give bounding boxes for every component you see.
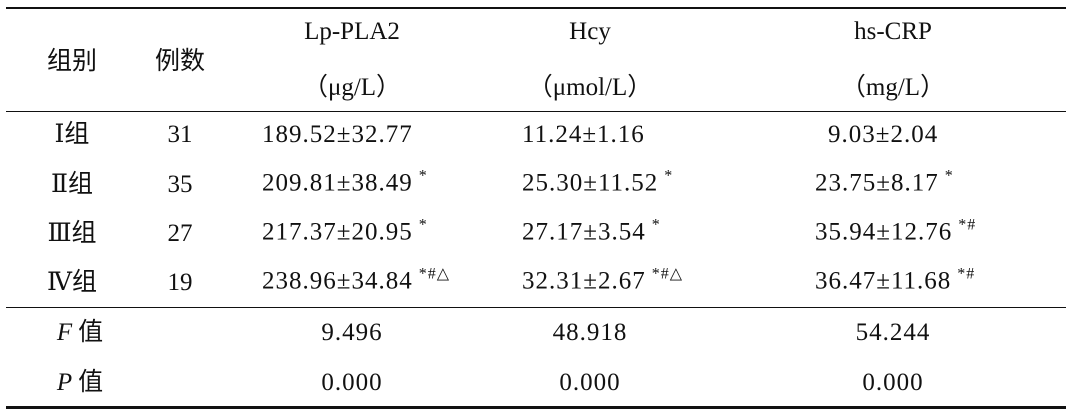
- significance-mark: *#△: [651, 265, 684, 283]
- value-cell: 9.03±2.04: [828, 120, 938, 150]
- value: 35.94±12.76: [815, 218, 953, 246]
- n-cell: 31: [167, 121, 193, 148]
- stat-value: 0.000: [862, 369, 924, 396]
- value-cell: 35.94±12.76 *#: [815, 216, 977, 251]
- stat-value: 54.244: [855, 319, 931, 346]
- value-cell: 189.52±32.77: [262, 120, 413, 150]
- stat-symbol: P: [56, 369, 73, 396]
- n-cell: 35: [167, 171, 193, 198]
- significance-mark: *#: [958, 216, 977, 234]
- body-rule: [6, 307, 1066, 308]
- significance-mark: *#△: [418, 265, 451, 283]
- stat-value: 0.000: [321, 369, 383, 396]
- value-cell: 23.75±8.17 *: [815, 167, 954, 202]
- value: 23.75±8.17: [815, 169, 939, 197]
- significance-mark: *: [418, 167, 428, 185]
- header-unit: （μmol/L）: [527, 74, 653, 101]
- value-cell: 27.17±3.54 *: [522, 216, 661, 251]
- header-unit: （mg/L）: [840, 74, 946, 101]
- value-cell: 217.37±20.95 *: [262, 216, 428, 251]
- header-unit: （μg/L）: [302, 74, 402, 101]
- header-rule: [6, 111, 1066, 112]
- group-cell: Ⅱ组: [51, 171, 93, 198]
- stat-value: 0.000: [559, 369, 621, 396]
- group-cell: Ⅲ组: [47, 220, 97, 247]
- value-cell: 11.24±1.16: [522, 120, 645, 150]
- value: 32.31±2.67: [522, 267, 646, 295]
- group-cell: Ⅳ组: [47, 269, 97, 296]
- value-cell: 25.30±11.52 *: [522, 167, 674, 202]
- n-cell: 27: [167, 220, 193, 247]
- value: 209.81±38.49: [262, 169, 413, 197]
- header-cell: 组别: [46, 48, 98, 75]
- value-cell: 209.81±38.49 *: [262, 167, 428, 202]
- significance-mark: *: [651, 216, 661, 234]
- significance-mark: *: [664, 167, 674, 185]
- significance-mark: *: [418, 216, 428, 234]
- top-rule: [6, 7, 1066, 9]
- significance-mark: *#: [957, 265, 976, 283]
- header-cell: hs-CRP: [854, 18, 932, 45]
- n-cell: 19: [167, 269, 193, 296]
- value-cell: 36.47±11.68 *#: [815, 265, 976, 300]
- stat-value: 48.918: [552, 319, 628, 346]
- header-cell: Lp-PLA2: [304, 18, 400, 45]
- value: 238.96±34.84: [262, 267, 413, 295]
- header-cell: 例数: [154, 48, 206, 75]
- stat-word: 值: [78, 319, 104, 346]
- value: 27.17±3.54: [522, 218, 646, 246]
- value: 36.47±11.68: [815, 267, 952, 295]
- value: 11.24±1.16: [522, 121, 645, 148]
- value: 9.03±2.04: [828, 121, 939, 148]
- value: 25.30±11.52: [522, 169, 659, 197]
- stat-symbol: F: [56, 319, 73, 346]
- bottom-rule: [6, 406, 1066, 409]
- value: 217.37±20.95: [262, 218, 413, 246]
- value-cell: 238.96±34.84 *#△: [262, 265, 451, 300]
- group-cell: Ⅰ组: [54, 121, 90, 148]
- stat-word: 值: [78, 369, 104, 396]
- significance-mark: *: [944, 167, 954, 185]
- value: 189.52±32.77: [262, 121, 413, 148]
- value-cell: 32.31±2.67 *#△: [522, 265, 684, 300]
- stat-value: 9.496: [321, 319, 383, 346]
- header-cell: Hcy: [569, 18, 611, 45]
